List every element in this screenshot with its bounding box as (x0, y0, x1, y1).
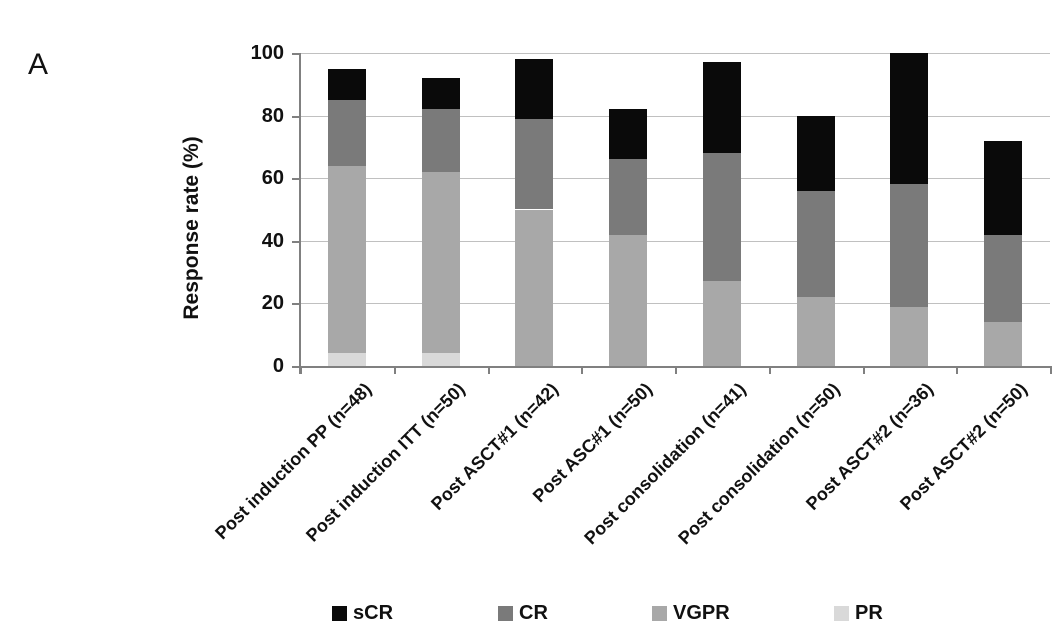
y-gridline (300, 241, 1050, 242)
bar-segment-cr (703, 153, 741, 282)
x-tick-label: Post induction ITT (n=50) (302, 379, 469, 546)
bar-segment-cr (984, 234, 1022, 323)
x-tick-label: Post induction PP (n=48) (210, 379, 376, 544)
y-gridline (300, 178, 1050, 179)
bar-segment-scr (984, 140, 1022, 235)
bar-segment-cr (422, 109, 460, 172)
bar-segment-cr (890, 184, 928, 307)
bar-segment-cr (797, 190, 835, 298)
y-tick-label: 60 (261, 167, 284, 189)
y-gridline (300, 303, 1050, 304)
y-axis-tick (292, 366, 300, 368)
y-axis-line (299, 53, 301, 374)
x-axis-line (300, 366, 1050, 368)
y-tick-label: 80 (261, 105, 284, 127)
legend-item-cr: CR (498, 602, 548, 625)
y-axis-tick (292, 241, 300, 243)
bar-segment-scr (797, 115, 835, 191)
legend-swatch-pr (834, 606, 849, 621)
x-axis-tick (863, 366, 865, 374)
bar-segment-scr (328, 68, 366, 100)
x-axis-tick (581, 366, 583, 374)
bar-segment-vgpr (328, 165, 366, 354)
bar-segment-pr (328, 353, 366, 366)
x-axis-tick (1050, 366, 1052, 374)
bar-segment-vgpr (609, 234, 647, 366)
legend-swatch-vgpr (652, 606, 667, 621)
bar-segment-vgpr (515, 209, 553, 366)
y-tick-label: 0 (272, 355, 284, 377)
bar-segment-vgpr (422, 171, 460, 354)
legend-label: CR (519, 602, 548, 624)
y-gridline (300, 53, 1050, 54)
x-tick-label: Post consolidation (n=50) (674, 379, 844, 549)
y-tick-label: 100 (250, 42, 284, 64)
bar-segment-scr (703, 62, 741, 154)
bar-segment-vgpr (797, 297, 835, 366)
bar-segment-scr (422, 78, 460, 110)
bar-segment-pr (422, 353, 460, 366)
x-axis-tick (675, 366, 677, 374)
legend-item-scr: sCR (332, 602, 393, 625)
legend-label: sCR (353, 602, 394, 624)
panel-label: A (28, 48, 49, 81)
x-axis-tick (956, 366, 958, 374)
x-axis-tick (394, 366, 396, 374)
y-tick-label: 20 (261, 292, 284, 314)
y-axis-tick (292, 178, 300, 180)
y-gridline (300, 116, 1050, 117)
y-axis-tick (292, 53, 300, 55)
bar-segment-cr (515, 118, 553, 210)
bar-segment-scr (515, 59, 553, 119)
bar-segment-vgpr (984, 322, 1022, 366)
x-axis-tick (769, 366, 771, 374)
bar-segment-scr (890, 53, 928, 185)
legend-swatch-cr (498, 606, 513, 621)
legend-swatch-scr (332, 606, 347, 621)
legend-label: PR (855, 602, 883, 624)
legend-item-pr: PR (834, 602, 883, 625)
y-axis-tick (292, 303, 300, 305)
legend-item-vgpr: VGPR (652, 602, 730, 625)
bar-segment-vgpr (890, 306, 928, 366)
bar-segment-scr (609, 109, 647, 160)
x-axis-tick (488, 366, 490, 374)
legend-label: VGPR (673, 602, 730, 624)
y-axis-tick (292, 116, 300, 118)
bar-segment-cr (609, 159, 647, 235)
bar-segment-cr (328, 99, 366, 166)
y-tick-label: 40 (261, 230, 284, 252)
x-axis-tick (300, 366, 302, 374)
bar-segment-vgpr (703, 281, 741, 366)
x-tick-label: Post consolidation (n=41) (580, 379, 751, 549)
